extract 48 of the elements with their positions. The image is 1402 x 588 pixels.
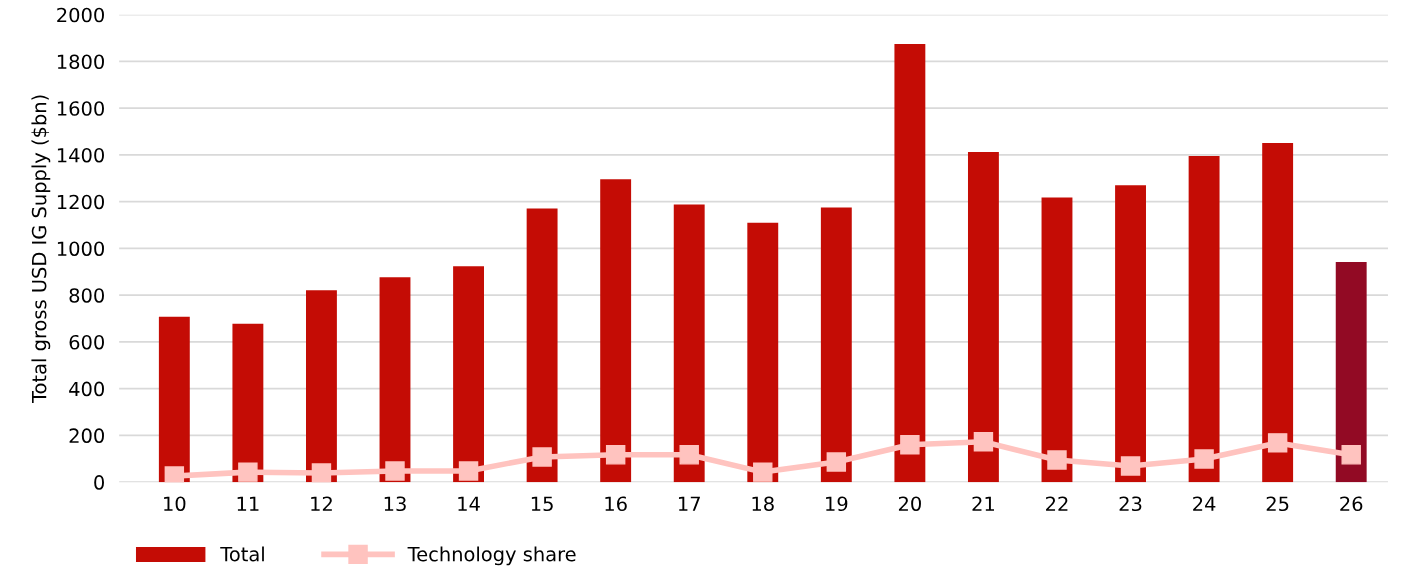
- y-tick-label: 0: [94, 475, 104, 490]
- x-tick-label: 16: [605, 496, 627, 512]
- bar: [306, 290, 337, 483]
- bar: [1041, 197, 1073, 483]
- bar: [1262, 143, 1294, 483]
- legend-label: Technology share: [407, 546, 576, 566]
- y-tick-label: 2000: [57, 7, 104, 23]
- y-tick-label: 600: [69, 334, 104, 350]
- bar: [1188, 156, 1220, 483]
- bar: [967, 151, 999, 483]
- x-tick-label: 18: [752, 496, 774, 512]
- x-tick-label: 14: [458, 496, 480, 511]
- bar: [453, 266, 484, 483]
- y-tick-label: 1200: [57, 194, 104, 210]
- y-tick-label: 1400: [57, 147, 104, 163]
- x-tick-label: 10: [164, 496, 186, 512]
- y-tick-label: 400: [69, 381, 104, 397]
- bar: [158, 316, 190, 483]
- x-tick-label: 25: [1266, 496, 1289, 512]
- x-tick-label: 13: [384, 496, 406, 512]
- x-tick-label: 17: [678, 496, 700, 511]
- y-axis-title: Total gross USD IG Supply ($bn): [31, 95, 51, 404]
- y-tick-label: 800: [69, 288, 104, 303]
- x-tick-label: 12: [311, 496, 332, 511]
- x-tick-label: 15: [531, 496, 553, 512]
- legend-label: Total: [220, 546, 264, 562]
- x-tick-label: 20: [898, 496, 921, 512]
- bar: [1115, 185, 1146, 483]
- bar: [526, 208, 558, 483]
- bar: [232, 323, 264, 483]
- x-tick-label: 21: [972, 496, 995, 511]
- x-tick-label: 24: [1193, 496, 1216, 511]
- bar: [747, 222, 779, 483]
- bar: [1335, 261, 1367, 483]
- y-tick-label: 200: [69, 428, 104, 444]
- x-tick-label: 11: [237, 496, 259, 511]
- x-tick-label: 22: [1046, 496, 1068, 511]
- bar: [379, 277, 411, 483]
- bar: [820, 207, 852, 483]
- x-tick-label: 19: [826, 496, 848, 512]
- y-tick-label: 1000: [57, 241, 104, 257]
- bar: [673, 204, 705, 483]
- bar: [894, 43, 926, 483]
- x-tick-label: 23: [1119, 496, 1142, 512]
- y-tick-label: 1600: [57, 101, 104, 116]
- x-tick-label: 26: [1340, 496, 1363, 512]
- bar: [600, 179, 632, 483]
- y-tick-label: 1800: [57, 54, 104, 70]
